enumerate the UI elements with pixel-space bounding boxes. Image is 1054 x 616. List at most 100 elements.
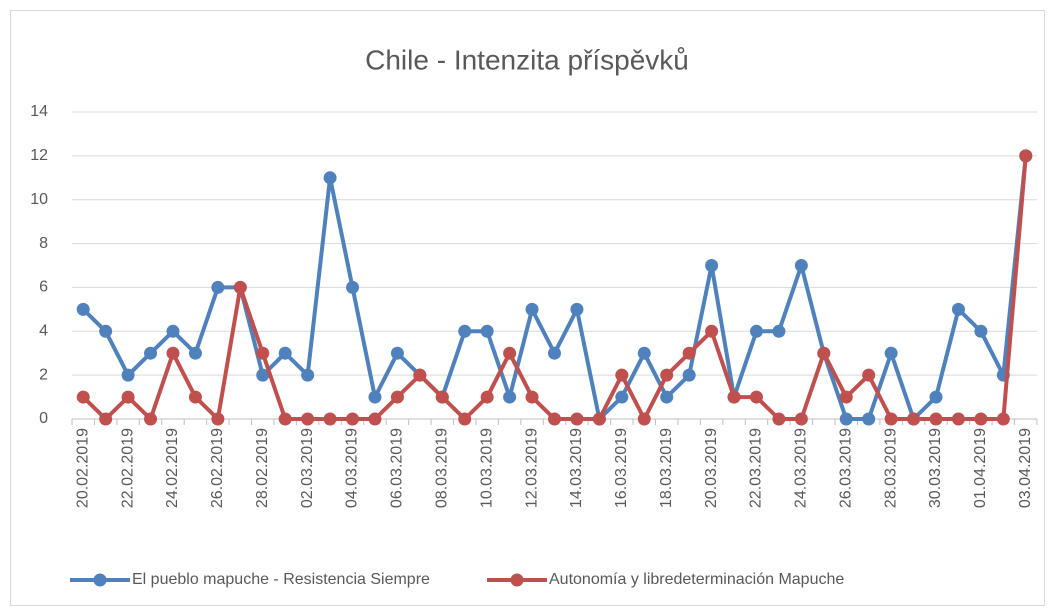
marker — [368, 390, 382, 404]
marker — [121, 368, 135, 382]
marker — [682, 368, 696, 382]
y-tick-label: 6 — [39, 279, 48, 296]
marker — [974, 412, 988, 426]
x-tick-label: 18.03.2019 — [658, 428, 675, 508]
x-tick-label: 26.03.2019 — [837, 428, 854, 508]
marker — [682, 346, 696, 360]
marker — [188, 346, 202, 360]
marker — [233, 280, 247, 294]
marker — [503, 346, 517, 360]
marker — [390, 390, 404, 404]
marker — [615, 368, 629, 382]
marker — [458, 412, 472, 426]
marker — [144, 412, 158, 426]
marker — [480, 390, 494, 404]
marker — [907, 412, 921, 426]
marker — [660, 390, 674, 404]
x-tick-label: 30.03.2019 — [927, 428, 944, 508]
marker — [188, 390, 202, 404]
x-tick-label: 08.03.2019 — [434, 428, 451, 508]
x-tick-label: 02.03.2019 — [299, 428, 316, 508]
marker — [323, 171, 337, 185]
marker — [615, 390, 629, 404]
legend-marker — [93, 573, 107, 587]
x-tick-label: 24.02.2019 — [164, 428, 181, 508]
legend-label: Autonomía y libredeterminación Mapuche — [549, 571, 844, 588]
marker — [749, 390, 763, 404]
marker — [705, 259, 719, 272]
chart-title: Chile - Intenzita příspěvků — [365, 44, 689, 75]
marker — [929, 390, 943, 404]
x-tick-label: 24.03.2019 — [793, 428, 810, 508]
marker — [256, 346, 270, 360]
y-tick-label: 14 — [30, 103, 48, 120]
legend-marker — [510, 573, 524, 587]
marker — [278, 412, 292, 426]
marker — [435, 390, 449, 404]
marker — [548, 346, 561, 360]
marker — [278, 346, 292, 360]
marker — [951, 302, 965, 316]
y-tick-label: 8 — [39, 235, 48, 252]
marker — [480, 324, 494, 338]
marker — [525, 302, 539, 316]
x-tick-label: 26.02.2019 — [209, 428, 226, 508]
marker — [390, 346, 404, 360]
x-tick-label: 22.03.2019 — [748, 428, 765, 508]
x-tick-label: 28.03.2019 — [882, 428, 899, 508]
marker — [570, 412, 584, 426]
marker — [749, 324, 763, 338]
marker — [570, 302, 584, 316]
marker — [884, 412, 898, 426]
marker — [99, 324, 113, 338]
marker — [211, 280, 225, 294]
marker — [323, 412, 337, 426]
marker — [166, 324, 180, 338]
marker — [660, 368, 674, 382]
marker — [817, 346, 831, 360]
marker — [121, 390, 135, 404]
x-tick-label: 12.03.2019 — [523, 428, 540, 508]
marker — [772, 324, 786, 338]
marker — [884, 346, 898, 360]
marker — [166, 346, 180, 360]
marker — [458, 324, 472, 338]
y-tick-label: 12 — [30, 147, 48, 164]
marker — [301, 412, 315, 426]
marker — [929, 412, 943, 426]
marker — [705, 324, 719, 338]
marker — [144, 346, 158, 360]
marker — [525, 390, 539, 404]
marker — [862, 368, 876, 382]
marker — [637, 412, 651, 426]
marker — [592, 412, 606, 426]
marker — [862, 412, 876, 426]
marker — [727, 390, 741, 404]
x-tick-label: 04.03.2019 — [344, 428, 361, 508]
x-tick-label: 28.02.2019 — [254, 428, 271, 508]
x-tick-label: 03.04.2019 — [1017, 428, 1034, 508]
marker — [211, 412, 225, 426]
x-tick-label: 20.03.2019 — [703, 428, 720, 508]
marker — [99, 412, 113, 426]
marker — [637, 346, 651, 360]
x-tick-label: 01.04.2019 — [972, 428, 989, 508]
marker — [772, 412, 786, 426]
marker — [794, 259, 808, 272]
x-tick-label: 22.02.2019 — [119, 428, 136, 508]
x-tick-label: 10.03.2019 — [478, 428, 495, 508]
marker — [346, 412, 360, 426]
marker — [1019, 149, 1033, 163]
marker — [974, 324, 988, 338]
marker — [256, 368, 270, 382]
marker — [301, 368, 315, 382]
marker — [951, 412, 965, 426]
marker — [503, 390, 517, 404]
marker — [76, 390, 90, 404]
marker — [996, 412, 1010, 426]
x-tick-label: 16.03.2019 — [613, 428, 630, 508]
y-tick-label: 2 — [39, 366, 48, 383]
x-tick-label: 20.02.2019 — [74, 428, 91, 508]
marker — [368, 412, 382, 426]
